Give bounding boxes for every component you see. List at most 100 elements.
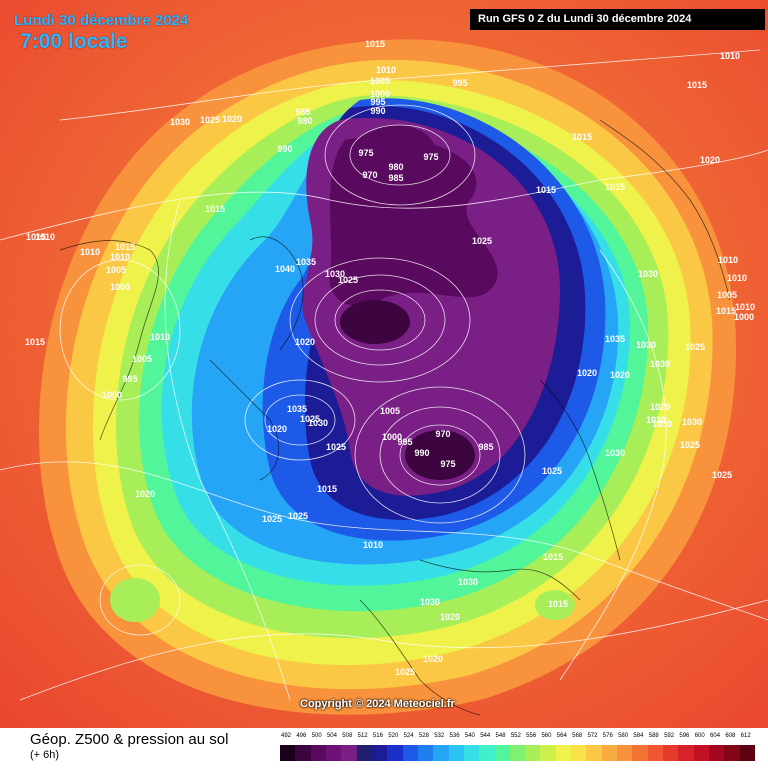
pressure-label: 1025	[712, 470, 732, 480]
scale-label: 504	[326, 733, 337, 739]
pressure-label: 1010	[376, 65, 396, 75]
date-label: Lundi 30 décembre 2024	[14, 12, 189, 29]
pressure-label: 1025	[338, 275, 358, 285]
scale-swatch	[325, 745, 342, 761]
scale-swatch	[433, 745, 450, 761]
pressure-label: 1010	[720, 51, 740, 61]
pressure-label: 1015	[536, 185, 556, 195]
pressure-label: 1025	[262, 514, 282, 524]
pressure-label: 995	[397, 437, 412, 447]
pressure-label: 1015	[205, 204, 225, 214]
scale-swatch	[494, 745, 511, 761]
scale-label: 500	[311, 733, 322, 739]
pressure-label: 1015	[543, 552, 563, 562]
scale-swatch	[555, 745, 572, 761]
pressure-label: 1030	[170, 117, 190, 127]
map-subtitle: (+ 6h)	[30, 749, 60, 761]
scale-label: 544	[480, 733, 491, 739]
scale-swatch	[601, 745, 618, 761]
scale-swatch	[280, 745, 296, 761]
pressure-label: 1010	[110, 252, 130, 262]
scale-swatch	[402, 745, 419, 761]
pressure-label: 1015	[115, 242, 135, 252]
coastlines	[59, 119, 731, 716]
pressure-label: 970	[435, 429, 450, 439]
pressure-label: 1005	[717, 290, 737, 300]
scale-label: 524	[403, 733, 414, 739]
pressure-label: 1030	[458, 577, 478, 587]
scale-label: 592	[664, 733, 675, 739]
scale-swatch	[586, 745, 603, 761]
pressure-label: 1025	[685, 342, 705, 352]
scale-label: 568	[572, 733, 583, 739]
pressure-label: 1010	[735, 302, 755, 312]
pressure-label: 1000	[102, 390, 122, 400]
scale-swatch	[463, 745, 480, 761]
pressure-label: 1010	[727, 273, 747, 283]
pressure-label: 1015	[26, 232, 46, 242]
pressure-label: 1020	[222, 114, 242, 124]
pressure-label: 980	[388, 162, 403, 172]
scale-label: 536	[449, 733, 460, 739]
scale-swatch	[341, 745, 358, 761]
color-scale: 492 496 500 504 508 512 516 520 524 528 532 536 540 5…	[280, 731, 756, 765]
pressure-label: 1010	[150, 332, 170, 342]
scale-label: 496	[296, 733, 307, 739]
scale-label: 532	[434, 733, 445, 739]
pressure-label: 970	[362, 170, 377, 180]
pressure-label: 1020	[440, 612, 460, 622]
pressure-label: 1020	[423, 654, 443, 664]
pressure-label: 1025	[472, 236, 492, 246]
pressure-label: 1030	[636, 340, 656, 350]
pressure-label: 990	[370, 106, 385, 116]
pressure-label: 1015	[365, 39, 385, 49]
band-deep-purple	[329, 136, 498, 306]
pressure-label: 1025	[680, 440, 700, 450]
scale-swatch	[724, 745, 741, 761]
scale-swatch	[678, 745, 695, 761]
scale-label: 612	[740, 733, 751, 739]
pressure-label: 1000	[734, 312, 754, 322]
scale-swatch	[479, 745, 495, 761]
pressure-label: 1020	[295, 337, 315, 347]
pressure-label: 1020	[650, 402, 670, 412]
pressure-label: 1015	[548, 599, 568, 609]
low-core-south	[405, 430, 475, 480]
scale-swatch	[387, 745, 404, 761]
scale-swatch	[540, 745, 557, 761]
copyright-notice: Copyright © 2024 Meteociel.fr	[300, 698, 455, 710]
pressure-label: 1025	[288, 511, 308, 521]
pressure-label: 1025	[542, 466, 562, 476]
pressure-label: 1040	[275, 264, 295, 274]
pressure-label: 1030	[650, 359, 670, 369]
pressure-label: 1025	[300, 414, 320, 424]
pressure-label: 1000	[110, 282, 130, 292]
pressure-label: 1035	[605, 334, 625, 344]
scale-label: 508	[342, 733, 353, 739]
low-core-arctic	[355, 125, 435, 175]
scale-swatch	[417, 745, 434, 761]
pressure-label: 1020	[700, 155, 720, 165]
pressure-label: 1010	[363, 540, 383, 550]
scale-swatch	[693, 745, 710, 761]
pressure-label: 990	[414, 448, 429, 458]
low-core-north	[340, 300, 410, 344]
scale-label: 516	[372, 733, 383, 739]
pressure-label: 1015	[605, 182, 625, 192]
scale-label: 540	[464, 733, 475, 739]
pressure-label: 1035	[287, 404, 307, 414]
pressure-label: 1030	[308, 418, 328, 428]
weather-map: 1015 1010 1015 1010 1030 1025 1020 985 980 990 100…	[0, 0, 768, 728]
pressure-label: 1015	[572, 132, 592, 142]
scale-label: 512	[357, 733, 368, 739]
pressure-label: 975	[358, 148, 373, 158]
isobars	[0, 49, 768, 701]
pocket-green-east	[535, 590, 575, 620]
pressure-label: 1015	[687, 80, 707, 90]
scale-swatch	[310, 745, 327, 761]
run-info-box: Run GFS 0 Z du Lundi 30 décembre 2024	[470, 9, 765, 30]
pressure-label: 1035	[296, 257, 316, 267]
scale-label: 580	[618, 733, 629, 739]
